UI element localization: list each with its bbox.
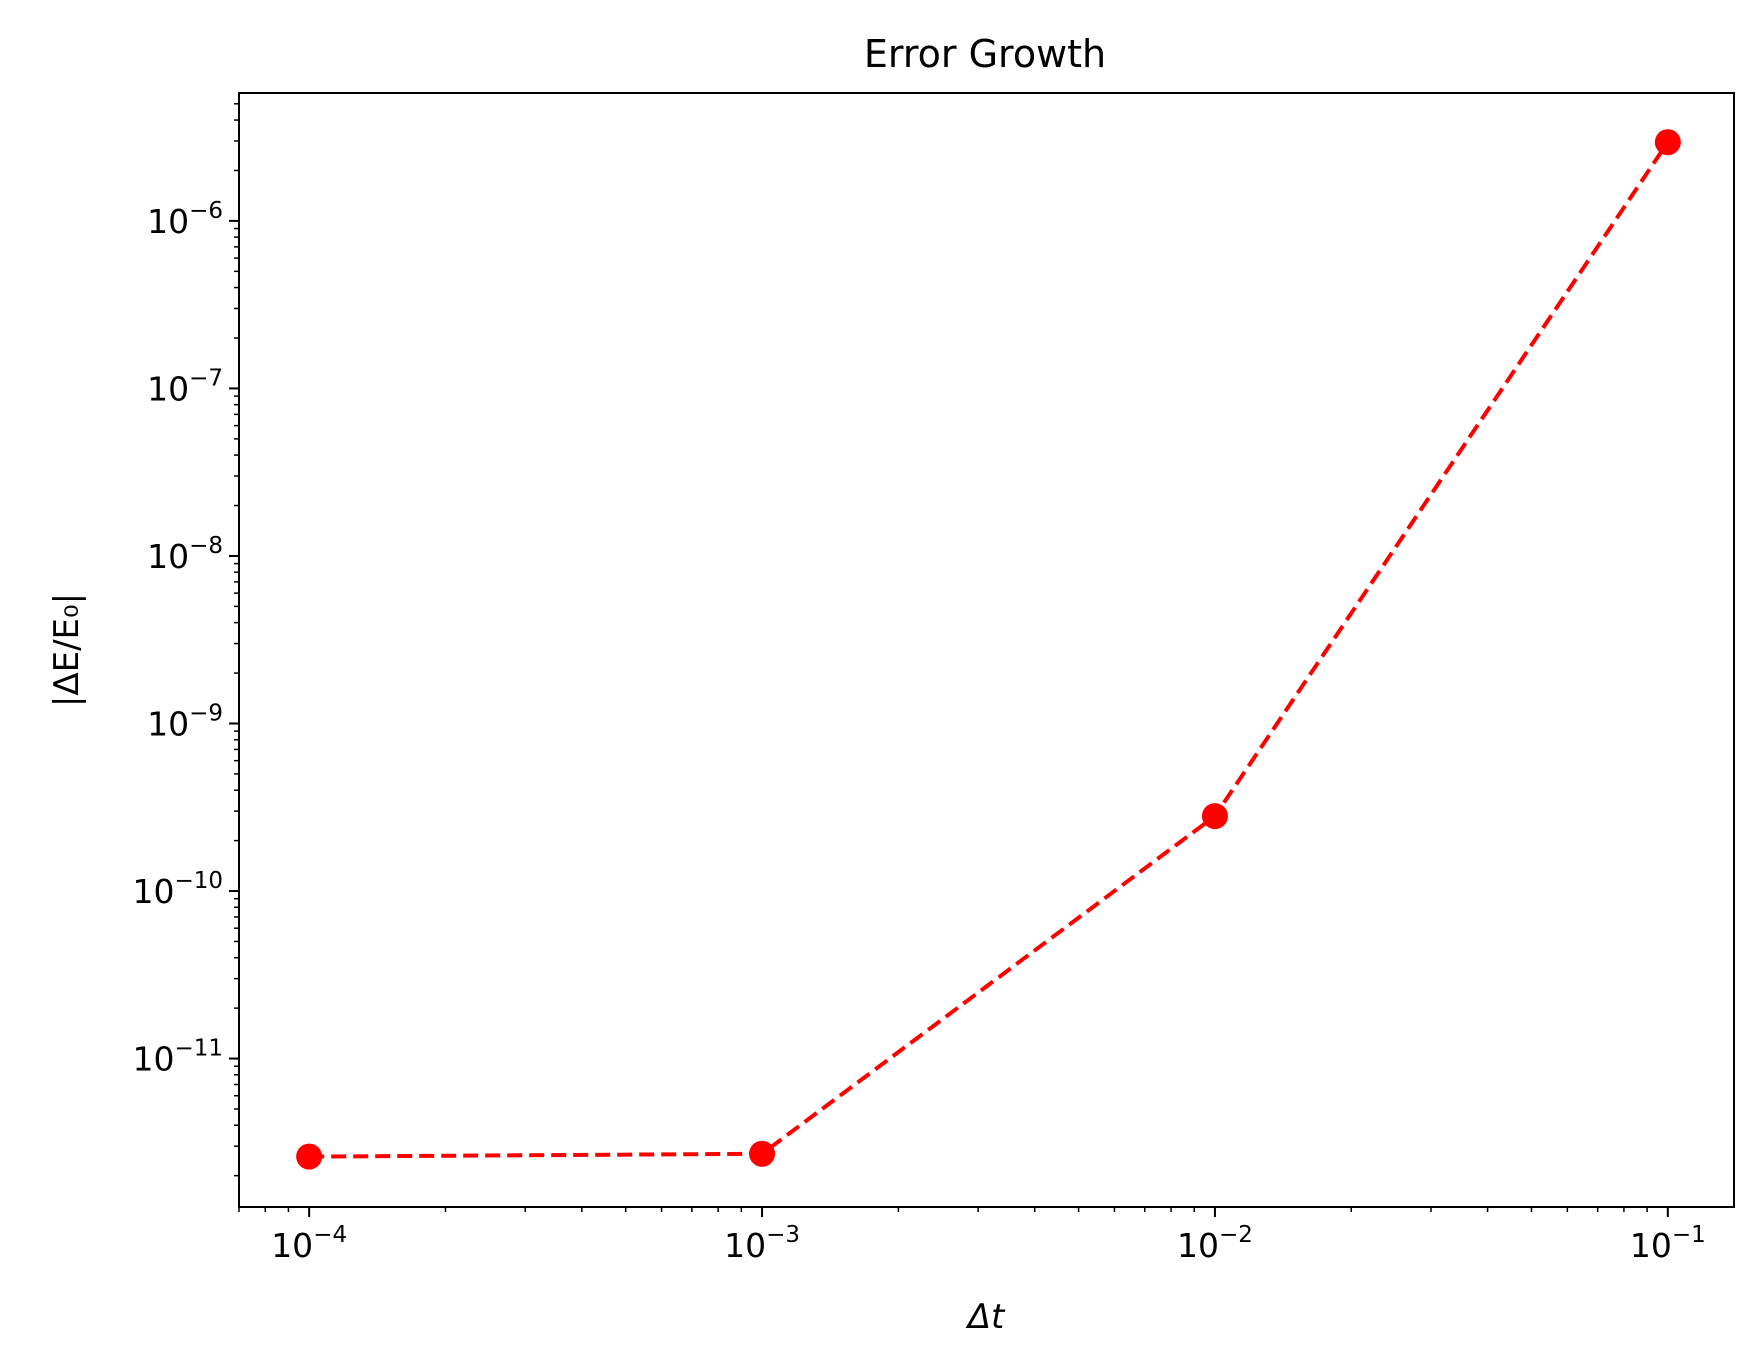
tick-base: 10 [147, 704, 189, 743]
tick-base: 10 [147, 202, 189, 241]
x-axis-label: Δt [965, 1297, 1006, 1337]
y-tick-label: 10−7 [147, 365, 223, 408]
series-layer [296, 129, 1681, 1170]
chart-title: Error Growth [864, 32, 1106, 76]
tick-labels: 10−4 10−3 10−2 10−110−1110−1010−910−810−710… [132, 198, 1705, 1265]
tick-exponent: −8 [189, 533, 223, 559]
data-point [1654, 129, 1681, 156]
x-tick-label: 10−4 [271, 1222, 347, 1265]
tick-exponent: −6 [189, 198, 223, 224]
x-tick-label: 10−1 [1630, 1222, 1706, 1265]
major-ticks [229, 219, 1669, 1217]
tick-base: 10 [147, 369, 189, 408]
data-point [296, 1143, 323, 1170]
tick-exponent: −4 [313, 1222, 347, 1248]
tick-exponent: −2 [1219, 1222, 1253, 1248]
data-point [1201, 803, 1228, 830]
tick-base: 10 [132, 872, 174, 911]
series-line [309, 141, 1670, 1159]
y-axis-label: |ΔE/E₀| [47, 593, 87, 707]
tick-base: 10 [132, 1040, 174, 1079]
tick-base: 10 [271, 1226, 313, 1265]
y-tick-label: 10−10 [132, 868, 223, 911]
tick-base: 10 [1630, 1226, 1672, 1265]
tick-base: 10 [147, 537, 189, 576]
tick-exponent: −9 [189, 700, 223, 726]
plot-frame [238, 92, 1735, 1208]
tick-exponent: −11 [174, 1036, 223, 1062]
y-tick-label: 10−9 [147, 700, 223, 743]
tick-exponent: −1 [1672, 1222, 1706, 1248]
tick-base: 10 [724, 1226, 766, 1265]
data-point [749, 1140, 776, 1167]
tick-base: 10 [1177, 1226, 1219, 1265]
x-tick-label: 10−3 [724, 1222, 800, 1265]
y-tick-label: 10−11 [132, 1036, 223, 1079]
y-tick-label: 10−6 [147, 198, 223, 241]
tick-exponent: −10 [174, 868, 223, 894]
minor-ticks [234, 103, 1648, 1212]
tick-exponent: −3 [766, 1222, 800, 1248]
x-tick-label: 10−2 [1177, 1222, 1253, 1265]
tick-exponent: −7 [189, 365, 223, 391]
y-tick-label: 10−8 [147, 533, 223, 576]
